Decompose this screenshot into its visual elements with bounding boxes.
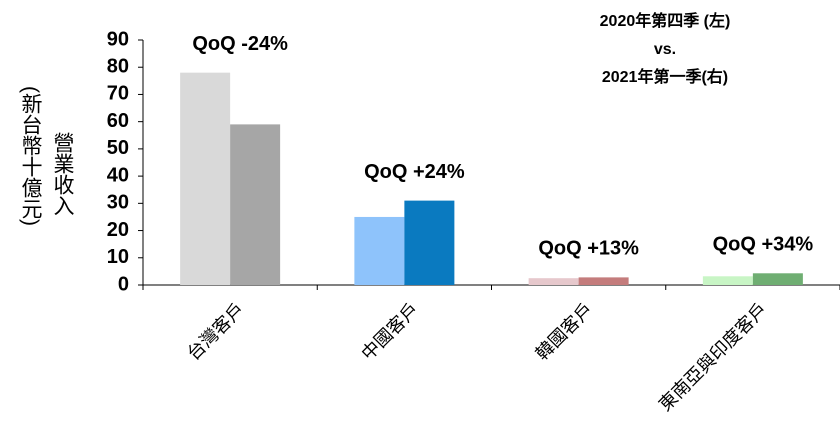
y-tick-label: 70 [107, 83, 129, 105]
y-tick-label: 90 [107, 28, 129, 50]
bar [528, 278, 579, 285]
x-tick-label: 韓國客戶 [532, 299, 597, 364]
bar [578, 277, 629, 285]
chart-title: 2020年第四季 (左) [600, 11, 731, 30]
bar [354, 216, 405, 285]
bar [404, 200, 455, 285]
annotation: QoQ +34% [713, 234, 814, 256]
y-tick-label: 10 [107, 246, 129, 268]
y-tick-label: 20 [107, 219, 129, 241]
x-tick-label: 台灣客戶 [183, 299, 248, 364]
bar [180, 72, 231, 286]
y-tick-label: 50 [107, 137, 129, 159]
y-tick-label: 60 [107, 110, 129, 132]
y-tick-label: 80 [107, 56, 129, 78]
y-axis-label: 營業收入 [51, 132, 74, 216]
bar [230, 124, 281, 285]
annotation: QoQ +24% [364, 161, 465, 183]
annotation: QoQ -24% [192, 33, 288, 55]
chart-title: vs. [654, 41, 676, 58]
y-tick-label: 40 [107, 164, 129, 186]
y-tick-label: 0 [118, 273, 129, 295]
bar [752, 273, 803, 285]
x-tick-label: 中國客戶 [358, 299, 423, 364]
chart-title: 2021年第一季(右) [602, 67, 728, 86]
x-tick-label: 東南亞與印度客戶 [655, 299, 771, 415]
bar [702, 276, 753, 285]
annotation: QoQ +13% [538, 238, 639, 260]
y-tick-label: 30 [107, 192, 129, 214]
y-axis-label: (新台幣十億元) [19, 86, 42, 226]
